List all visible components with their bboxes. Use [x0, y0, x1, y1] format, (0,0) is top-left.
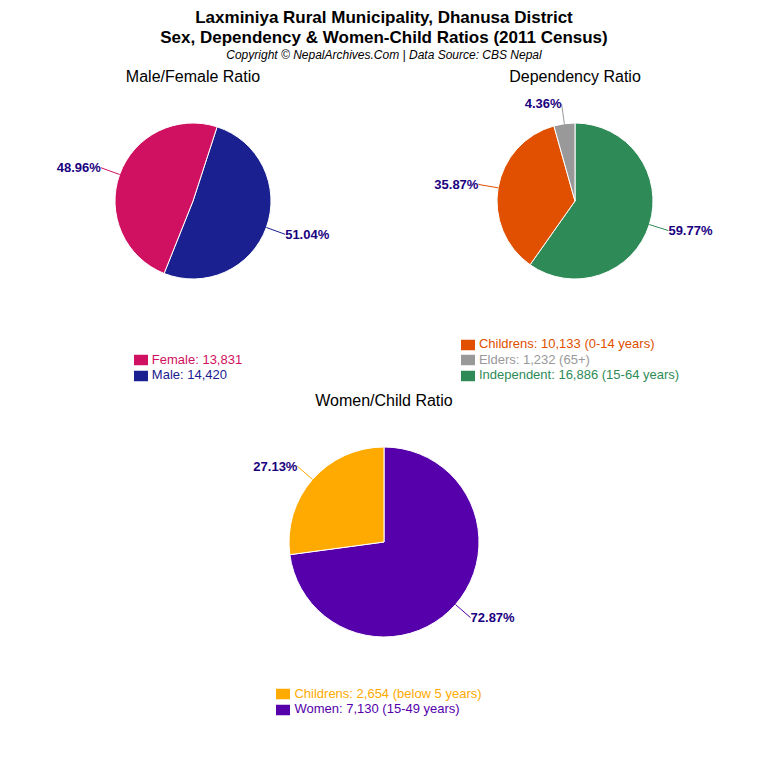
- html-text:Female: 13,831: Female: 13,831: [151, 351, 243, 367]
- svg-text:35.87%: 35.87%: [434, 177, 479, 192]
- html-text:Elders: 1,232 (65+): Elders: 1,232 (65+): [478, 351, 590, 367]
- html-text:Independent: 16,886 (15-64 yea: Independent: 16,886 (15-64 years): [478, 367, 680, 383]
- html-text:Women: 7,130 (15-49 years): Women: 7,130 (15-49 years): [294, 701, 460, 717]
- html-text:Childrens: 10,133 (0-14 years): Childrens: 10,133 (0-14 years): [478, 336, 655, 352]
- html-text:Sex, Dependency & Women-Child: Sex, Dependency & Women-Child Ratios (20…: [160, 28, 608, 47]
- html-text:Copyright © NepalArchives.Com: Copyright © NepalArchives.Com | Data Sou…: [226, 48, 542, 62]
- html-text:Dependency Ratio: Dependency Ratio: [509, 68, 641, 85]
- html-text:Women/Child Ratio: Women/Child Ratio: [315, 392, 453, 409]
- html-text:Laxminiya Rural Municipality,: Laxminiya Rural Municipality, Dhanusa Di…: [195, 8, 573, 27]
- svg-text:4.36%: 4.36%: [525, 96, 562, 111]
- svg-text:59.77%: 59.77%: [668, 223, 713, 238]
- svg-text:48.96%: 48.96%: [57, 160, 102, 175]
- html-text:Male/Female Ratio: Male/Female Ratio: [125, 68, 261, 85]
- svg-text:51.04%: 51.04%: [285, 227, 330, 242]
- html-text:Childrens: 2,654 (below 5 year: Childrens: 2,654 (below 5 years): [294, 685, 482, 701]
- html-text:Male: 14,420: Male: 14,420: [151, 367, 227, 383]
- svg-text:27.13%: 27.13%: [253, 459, 298, 474]
- svg-text:72.87%: 72.87%: [471, 610, 516, 625]
